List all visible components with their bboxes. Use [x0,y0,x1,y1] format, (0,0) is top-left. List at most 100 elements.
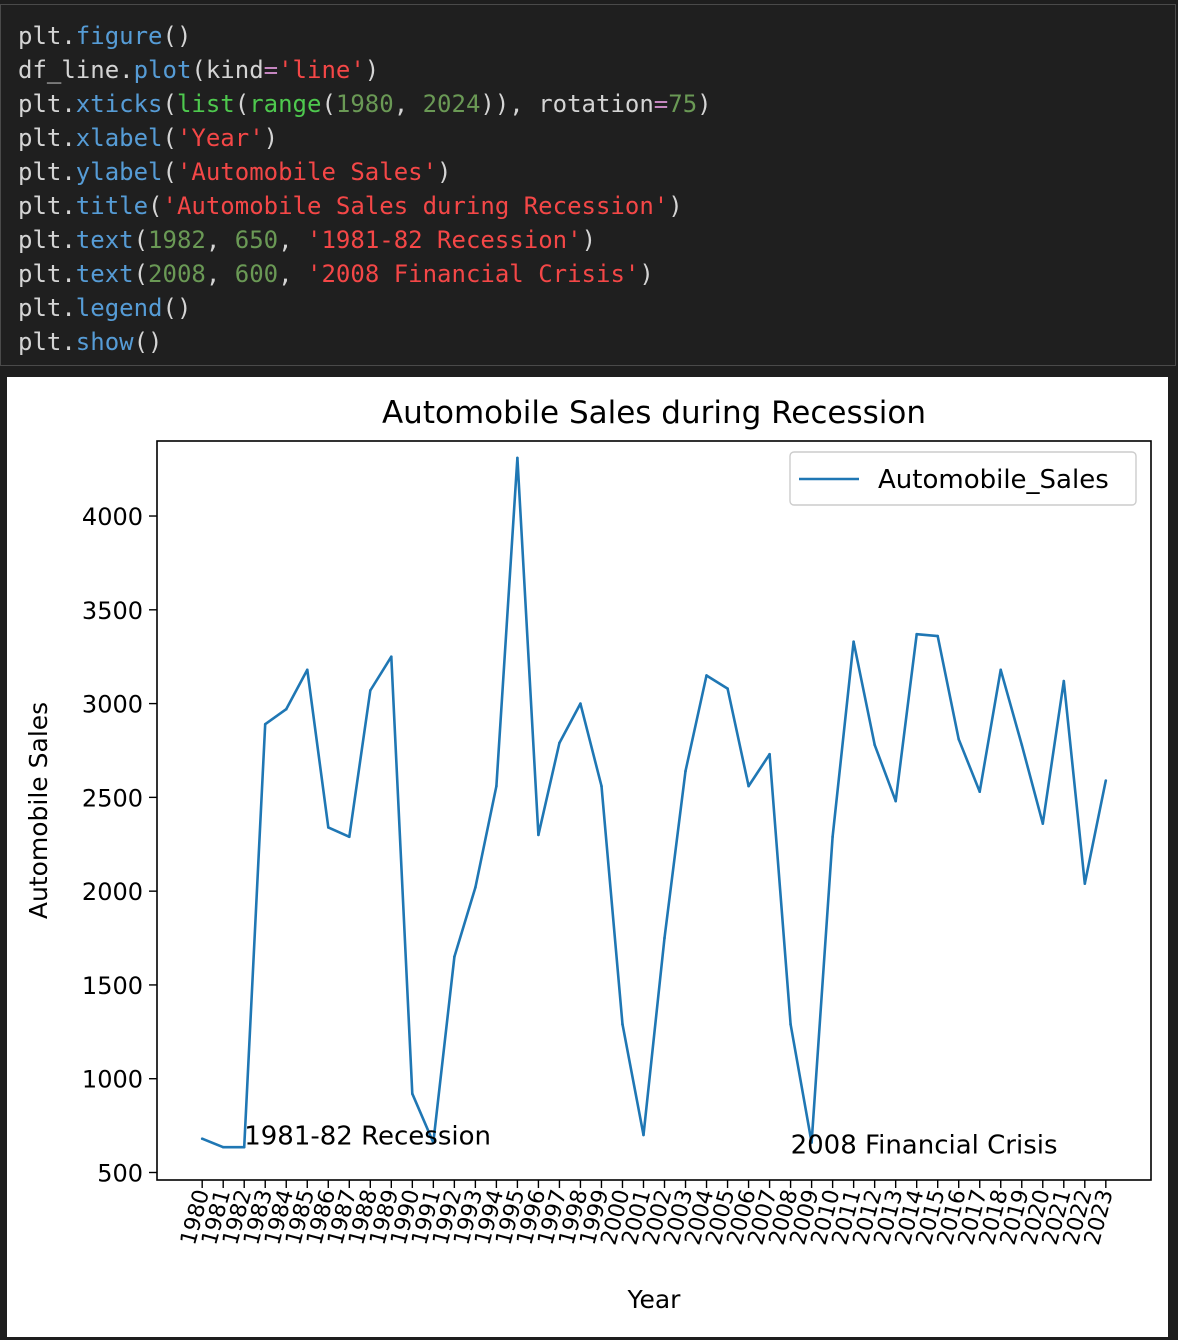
ticks: 5001000150020002500300035004000198019811… [82,503,1119,1248]
code-token: ( [133,260,149,288]
code-token: 75 [668,90,698,118]
code-token: ) [639,260,654,288]
data-point [936,634,939,638]
code-token: plot [133,56,192,84]
data-point [873,743,876,747]
y-axis-label: Automobile Sales [24,702,53,919]
code-token: () [162,294,192,322]
code-token: )), rotation [480,90,654,118]
code-token: 1980 [335,90,394,118]
annotations: 1981-82 Recession 2008 Financial Crisis [244,1121,1057,1160]
code-token: , [393,90,423,118]
data-point [642,1133,645,1137]
data-point [390,655,393,658]
data-point [894,799,897,803]
code-line[interactable]: plt.ylabel('Automobile Sales') [18,155,452,189]
code-token: text [75,260,134,288]
data-point [558,741,561,745]
y-tick-label: 500 [97,1159,143,1187]
code-token: 'Automobile Sales' [176,158,438,186]
code-token: range [249,90,322,118]
data-point [305,668,309,672]
data-point [474,886,477,889]
code-token: plt. [18,260,76,288]
code-line[interactable]: plt.text(1982, 650, '1981-82 Recession') [18,223,596,257]
x-axis-label: Year [627,1285,682,1314]
data-point [1062,679,1066,683]
data-point [432,1141,435,1144]
code-token: 2024 [422,90,481,118]
plot-frame [156,440,1152,1181]
code-token: plt. [18,158,76,186]
code-line[interactable]: plt.xticks(list(range(1980, 2024)), rota… [18,87,712,121]
code-token: ( [321,90,336,118]
legend-label: Automobile_Sales [878,465,1109,495]
code-token: xlabel [75,124,163,152]
code-token: ) [668,192,683,220]
data-point [747,784,750,788]
data-point [915,632,918,636]
code-token: show [75,328,134,356]
code-cell[interactable]: plt.figure() df_line.plot(kind='line') plt… [0,4,1176,366]
code-token: () [162,22,192,50]
code-token: ) [263,124,279,152]
code-token: 1982 [148,226,206,254]
data-point [200,1137,204,1141]
line-chart: 5001000150020002500300035004000198019811… [24,395,1152,1314]
code-token: ( [234,90,250,118]
data-point [621,1023,624,1026]
data-point [957,737,961,741]
data-point [831,835,834,839]
code-line[interactable]: df_line.plot(kind='line') [18,53,379,87]
code-token: = [263,56,279,84]
axes [156,440,1152,1181]
code-token: , [205,260,235,288]
y-tick-label: 2000 [82,878,143,906]
code-line[interactable]: plt.xlabel('Year') [18,121,278,155]
code-token: '1981-82 Recession' [307,226,582,254]
y-tick-label: 3500 [82,597,143,625]
annotation-text: 1981-82 Recession [244,1121,491,1151]
code-line[interactable]: plt.figure() [18,19,191,53]
code-token: ( [133,226,149,254]
data-point [495,784,498,788]
code-token: title [75,192,149,220]
code-token: , [278,226,308,254]
code-token: , [278,260,308,288]
code-token: , [205,226,235,254]
code-token: text [75,226,134,254]
data-point [347,835,351,839]
code-token: plt. [18,22,76,50]
code-token: xticks [75,90,163,118]
data-point [1104,779,1108,782]
code-line[interactable]: plt.title('Automobile Sales during Reces… [18,189,683,223]
code-token: = [653,90,669,118]
y-tick-label: 1000 [82,1066,143,1094]
data-point [516,456,519,460]
code-token: 600 [234,260,279,288]
data-point [326,826,330,829]
data-point [789,1023,792,1026]
data-point [978,790,982,794]
code-line[interactable]: plt.legend() [18,291,191,325]
code-line[interactable]: plt.text(2008, 600, '2008 Financial Cris… [18,257,654,291]
data-point [726,687,729,690]
code-token: ( [162,124,177,152]
code-token: 'Automobile Sales during Recession' [162,192,669,220]
code-token: ylabel [75,158,163,186]
code-token: plt. [18,294,76,322]
code-token: 'line' [278,56,365,84]
code-token: plt. [18,192,76,220]
data-point [705,674,708,677]
legend-box [789,451,1137,506]
code-line[interactable]: plt.show() [18,325,163,359]
data-point [453,955,456,959]
series-line [201,456,1108,1149]
code-token: legend [75,294,163,322]
output-panel: 500 1000 1500 2000 2500 3000 3500 4000 1980 1981 1… [7,377,1168,1337]
legend: Automobile_Sales [789,451,1137,506]
data-point [600,784,603,788]
code-token: figure [75,22,163,50]
y-tick-label: 4000 [82,503,143,531]
code-token: plt. [18,328,76,356]
